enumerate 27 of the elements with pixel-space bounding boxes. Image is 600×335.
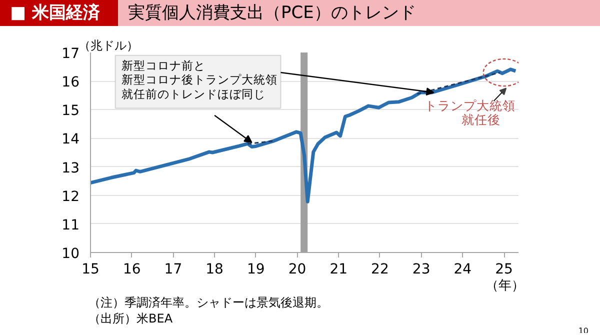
y-axis-title: （兆ドル）	[78, 38, 138, 52]
x-tick-label: 20	[288, 262, 306, 278]
x-tick-label: 17	[164, 262, 182, 278]
x-tick-label: 23	[412, 262, 430, 278]
y-tick-label: 14	[62, 132, 80, 148]
y-tick-label: 12	[62, 188, 80, 205]
y-tick-label: 11	[62, 217, 80, 234]
x-tick-label: 24	[454, 262, 472, 278]
x-tick-label: 25	[495, 262, 513, 278]
x-tick-label: 21	[330, 262, 348, 278]
x-tick-label: 19	[247, 262, 265, 278]
x-tick-label: 15	[82, 262, 100, 278]
chart-title: 実質個人消費支出（PCE）のトレンド	[118, 0, 600, 26]
chart-subtitle: ■ 米国経済	[0, 0, 118, 26]
x-tick-label: 18	[206, 262, 224, 278]
y-tick-label: 17	[62, 46, 80, 62]
text: （注）季調済年率。シャドーは景気後退期。	[88, 296, 328, 310]
text: （出所）米BEA	[88, 312, 174, 326]
x-tick-label: 22	[371, 262, 389, 278]
y-tick-label: 10	[62, 246, 80, 262]
x-tick-label: 16	[122, 262, 141, 278]
y-tick-label: 16	[62, 74, 80, 91]
annotation: 新型コロナ前と新型コロナ後トランプ大統領就任前のトレンドほぼ同じ	[122, 58, 278, 101]
y-tick-label: 13	[62, 160, 80, 176]
annotation: トランプ大統領就任後	[424, 98, 516, 128]
x-axis-title: （年）	[486, 278, 524, 294]
y-tick-label: 15	[62, 103, 80, 120]
